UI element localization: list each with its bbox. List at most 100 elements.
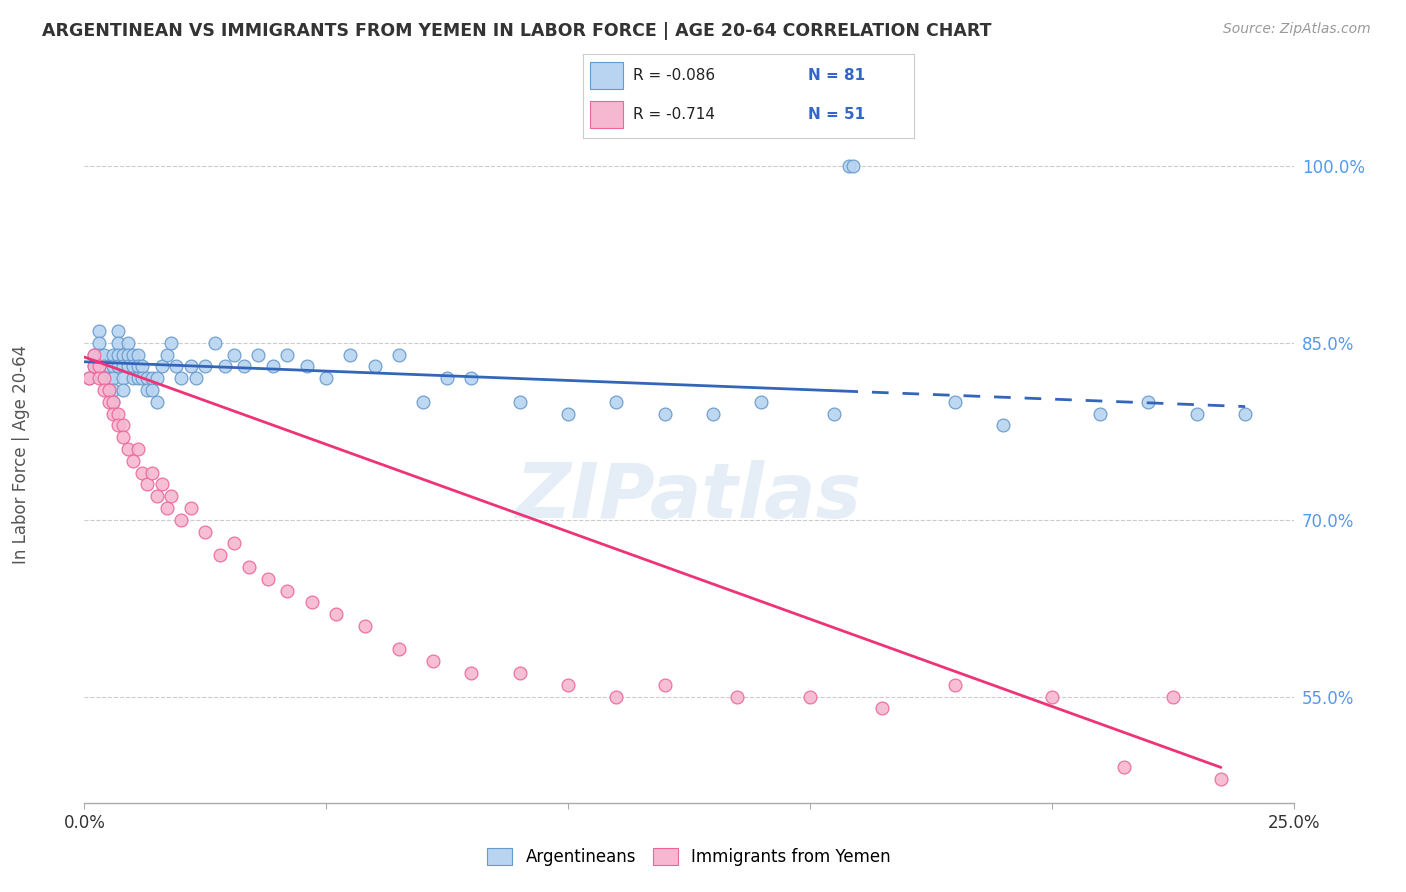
Point — [388, 642, 411, 657]
Point — [141, 371, 163, 385]
Point — [77, 371, 100, 385]
Point — [1114, 760, 1136, 774]
Text: R = -0.086: R = -0.086 — [633, 68, 716, 83]
Point — [436, 371, 458, 385]
Point — [146, 395, 169, 409]
Point — [354, 619, 377, 633]
Point — [155, 500, 177, 515]
Point — [107, 407, 129, 421]
Point — [112, 371, 135, 385]
Point — [170, 513, 193, 527]
Point — [165, 359, 187, 374]
Point — [180, 500, 202, 515]
Point — [87, 348, 110, 362]
Point — [112, 430, 135, 444]
Point — [799, 690, 821, 704]
Point — [257, 572, 280, 586]
Point — [97, 383, 120, 397]
Point — [509, 666, 531, 681]
Point — [103, 359, 125, 374]
Point — [557, 407, 579, 421]
Text: R = -0.714: R = -0.714 — [633, 107, 716, 122]
Point — [93, 348, 115, 362]
Point — [150, 477, 173, 491]
FancyBboxPatch shape — [591, 101, 623, 128]
Point — [97, 395, 120, 409]
Point — [751, 395, 773, 409]
Point — [121, 454, 143, 468]
Point — [93, 371, 115, 385]
Text: N = 81: N = 81 — [808, 68, 865, 83]
Point — [93, 371, 115, 385]
Point — [117, 442, 139, 456]
Point — [146, 489, 169, 503]
Point — [107, 359, 129, 374]
Text: ARGENTINEAN VS IMMIGRANTS FROM YEMEN IN LABOR FORCE | AGE 20-64 CORRELATION CHAR: ARGENTINEAN VS IMMIGRANTS FROM YEMEN IN … — [42, 22, 991, 40]
Point — [160, 489, 183, 503]
Point — [136, 371, 159, 385]
Point — [422, 654, 444, 668]
Point — [170, 371, 193, 385]
Point — [83, 348, 105, 362]
Point — [247, 348, 270, 362]
Point — [233, 359, 256, 374]
Point — [1040, 690, 1063, 704]
Point — [87, 359, 110, 374]
Point — [1234, 407, 1257, 421]
Text: N = 51: N = 51 — [808, 107, 865, 122]
Point — [103, 383, 125, 397]
Point — [654, 407, 676, 421]
Point — [1088, 407, 1111, 421]
Point — [87, 335, 110, 350]
Point — [131, 371, 153, 385]
Point — [97, 359, 120, 374]
Point — [1137, 395, 1160, 409]
Point — [127, 371, 149, 385]
Point — [131, 466, 153, 480]
Point — [93, 383, 115, 397]
Point — [97, 359, 120, 374]
Point — [83, 359, 105, 374]
Point — [224, 348, 246, 362]
Point — [842, 159, 865, 173]
Point — [339, 348, 361, 362]
Point — [141, 383, 163, 397]
Point — [87, 324, 110, 338]
Point — [872, 701, 894, 715]
Point — [412, 395, 434, 409]
Point — [276, 348, 298, 362]
Point — [509, 395, 531, 409]
Point — [112, 348, 135, 362]
Point — [301, 595, 323, 609]
Point — [103, 395, 125, 409]
Point — [131, 359, 153, 374]
Point — [83, 359, 105, 374]
Point — [127, 359, 149, 374]
FancyBboxPatch shape — [591, 62, 623, 89]
Point — [605, 690, 627, 704]
Point — [204, 335, 226, 350]
Point — [121, 371, 143, 385]
Point — [107, 324, 129, 338]
Point — [136, 477, 159, 491]
Point — [1185, 407, 1208, 421]
Point — [725, 690, 748, 704]
Point — [97, 371, 120, 385]
Point — [97, 383, 120, 397]
Point — [214, 359, 236, 374]
Point — [112, 359, 135, 374]
Legend: Argentineans, Immigrants from Yemen: Argentineans, Immigrants from Yemen — [479, 839, 898, 874]
Point — [363, 359, 385, 374]
Point — [93, 359, 115, 374]
Text: Source: ZipAtlas.com: Source: ZipAtlas.com — [1223, 22, 1371, 37]
Point — [107, 335, 129, 350]
Point — [160, 335, 183, 350]
Point — [460, 666, 482, 681]
Point — [388, 348, 411, 362]
Point — [103, 348, 125, 362]
Point — [993, 418, 1015, 433]
Point — [702, 407, 724, 421]
Point — [194, 359, 217, 374]
Point — [103, 395, 125, 409]
Point — [295, 359, 318, 374]
